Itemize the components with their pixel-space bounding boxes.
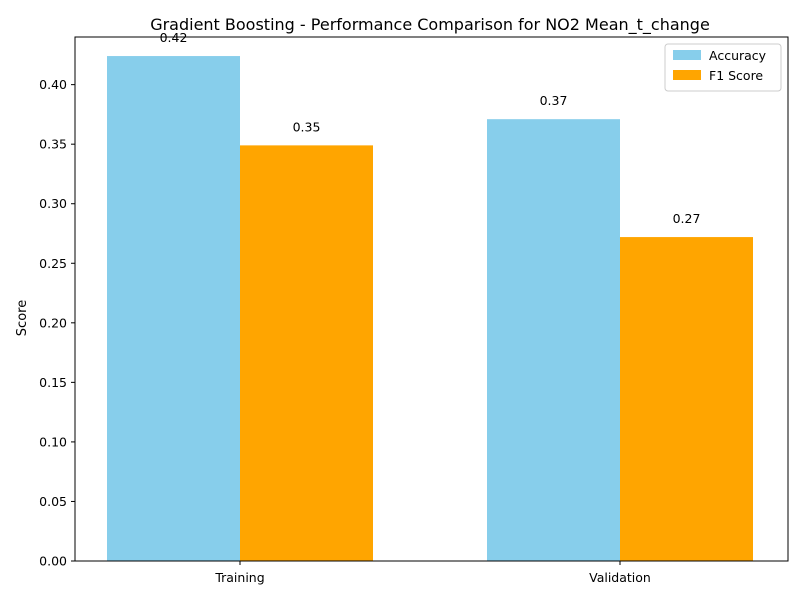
y-tick-label: 0.40 bbox=[39, 77, 67, 92]
y-axis-label: Score bbox=[15, 300, 30, 336]
bar-f1-score-training bbox=[240, 145, 373, 561]
data-label: 0.37 bbox=[540, 93, 568, 108]
y-tick-label: 0.05 bbox=[39, 494, 67, 509]
legend: Accuracy F1 Score bbox=[664, 43, 782, 92]
legend-swatch-f1-score bbox=[673, 70, 701, 80]
y-tick-label: 0.35 bbox=[39, 137, 67, 152]
data-label: 0.27 bbox=[673, 211, 701, 226]
legend-swatch-accuracy bbox=[673, 50, 701, 60]
y-tick-label: 0.15 bbox=[39, 375, 67, 390]
bar-f1-score-validation bbox=[620, 237, 753, 561]
bar-accuracy-validation bbox=[487, 119, 620, 561]
y-tick-label: 0.00 bbox=[39, 554, 67, 569]
data-label: 0.42 bbox=[160, 30, 188, 45]
bar-accuracy-training bbox=[107, 56, 240, 562]
y-tick-label: 0.30 bbox=[39, 196, 67, 211]
data-label: 0.35 bbox=[293, 119, 321, 134]
y-tick-label: 0.20 bbox=[39, 315, 67, 330]
y-tick-label: 0.25 bbox=[39, 256, 67, 271]
plot-area: 0.42 0.37 0.35 0.27 0.00 0.05 0.10 0.15 0.20 0.25… bbox=[39, 30, 789, 585]
legend-label-f1-score: F1 Score bbox=[709, 68, 763, 83]
chart-title: Gradient Boosting - Performance Comparis… bbox=[150, 15, 710, 35]
x-tick-label: Training bbox=[214, 570, 264, 585]
x-tick-label: Validation bbox=[589, 570, 651, 585]
y-tick-label: 0.10 bbox=[39, 434, 67, 449]
legend-label-accuracy: Accuracy bbox=[709, 48, 767, 63]
axes-frame bbox=[74, 36, 789, 562]
